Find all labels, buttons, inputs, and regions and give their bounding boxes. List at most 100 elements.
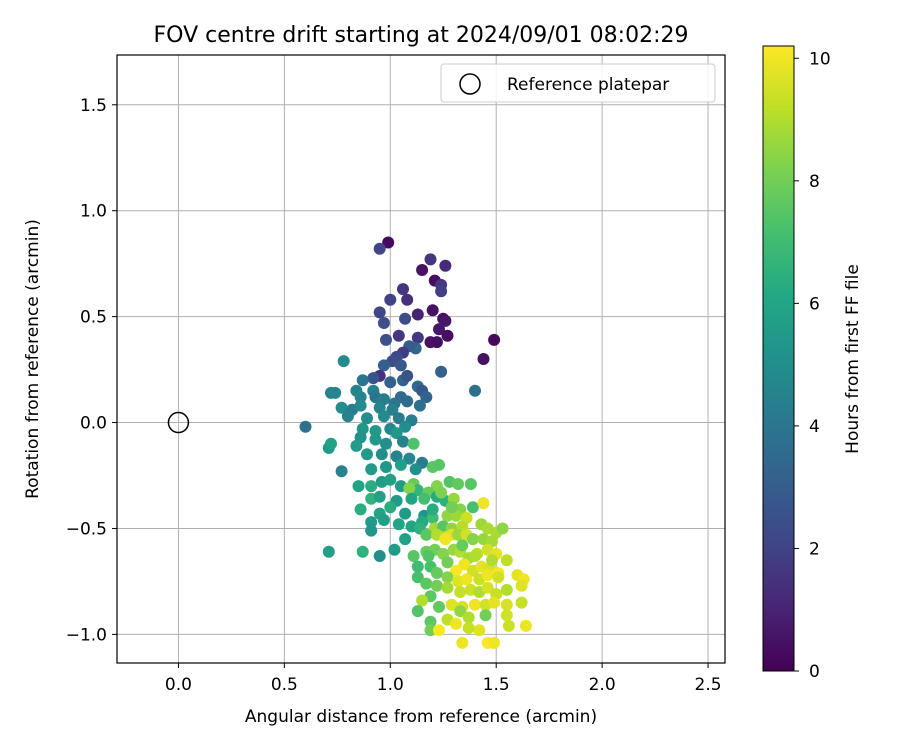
y-tick-label: 1.5 (80, 96, 107, 116)
data-point (341, 410, 354, 423)
data-point (500, 583, 513, 596)
grid-lines (117, 55, 725, 663)
colorbar-gradient (762, 45, 795, 672)
data-point (361, 412, 373, 425)
data-point (365, 480, 378, 493)
data-point (481, 581, 494, 594)
data-point (365, 463, 378, 476)
data-point (433, 624, 445, 637)
data-point (469, 598, 481, 611)
data-point (454, 586, 467, 598)
data-point (399, 533, 412, 546)
x-tick-label: 0.5 (271, 675, 298, 695)
data-point (450, 617, 462, 630)
data-point (392, 412, 405, 425)
data-point (382, 236, 395, 249)
data-point (397, 283, 409, 296)
data-point (473, 624, 486, 637)
data-point (392, 518, 405, 531)
data-point (416, 264, 429, 276)
data-point (384, 293, 397, 306)
data-point (401, 369, 414, 382)
data-point (373, 242, 386, 255)
data-point (407, 437, 420, 450)
data-point (418, 492, 431, 505)
data-point (435, 285, 448, 298)
data-point (354, 399, 367, 412)
data-point (365, 524, 378, 537)
data-point (435, 365, 448, 378)
data-point (350, 439, 363, 452)
data-point (452, 528, 465, 541)
reference-marker-layer (167, 411, 190, 434)
data-point (433, 458, 445, 471)
data-point (380, 461, 392, 473)
data-point (325, 437, 337, 450)
y-axis-ticks: −1.0 −0.5 0.0 0.5 1.0 1.5 (66, 96, 117, 645)
data-point (361, 448, 373, 461)
data-point (329, 386, 342, 399)
data-point (488, 636, 501, 649)
data-point (500, 598, 513, 611)
colorbar-tick-label: 6 (809, 294, 820, 314)
data-points (299, 236, 532, 649)
data-point (439, 259, 452, 272)
legend-label: Reference platepar (507, 75, 669, 95)
x-tick-label: 1.0 (377, 675, 404, 695)
x-tick-label: 0.0 (165, 675, 192, 695)
data-point (477, 353, 490, 365)
data-point (458, 558, 471, 571)
data-point (460, 573, 473, 586)
data-point (430, 579, 443, 592)
data-point (411, 605, 424, 618)
data-point (335, 401, 348, 414)
data-point (424, 624, 437, 637)
data-point (354, 391, 367, 404)
data-point (369, 425, 382, 437)
data-point (502, 619, 515, 632)
data-point (416, 594, 429, 607)
data-point (337, 355, 350, 368)
data-point (441, 581, 454, 594)
data-point (380, 333, 392, 346)
data-point (435, 486, 448, 499)
data-point (486, 554, 498, 567)
data-point (384, 501, 397, 514)
data-point (377, 359, 390, 372)
data-point (420, 391, 433, 404)
data-point (496, 522, 509, 535)
data-point (469, 384, 481, 397)
colorbar-tick-label: 8 (809, 172, 820, 192)
plot-frame (116, 54, 726, 664)
data-point (356, 545, 369, 558)
data-point (488, 333, 501, 346)
x-tick-label: 2.0 (589, 675, 616, 695)
data-point (430, 336, 443, 349)
colorbar: 0 2 4 6 8 10 Hours from first FF file (762, 45, 863, 682)
data-point (399, 420, 412, 433)
colorbar-tick-label: 2 (809, 539, 820, 559)
data-point (407, 550, 420, 562)
data-point (441, 571, 454, 584)
data-point (401, 395, 414, 408)
data-point (405, 492, 418, 505)
data-point (466, 533, 479, 546)
data-point (445, 501, 458, 514)
data-point (462, 611, 475, 624)
data-point (335, 465, 348, 478)
reference-platepar-marker (167, 411, 190, 434)
data-point (452, 478, 465, 490)
x-axis-label: Angular distance from reference (arcmin) (245, 707, 597, 727)
data-point (433, 600, 445, 613)
data-point (454, 605, 467, 618)
chart-title: FOV centre drift starting at 2024/09/01 … (154, 23, 689, 48)
data-point (369, 433, 382, 446)
y-tick-label: −0.5 (66, 519, 107, 539)
legend: Reference platepar (440, 63, 716, 103)
data-point (500, 554, 513, 567)
data-point (433, 323, 445, 336)
data-point (519, 619, 532, 632)
y-tick-label: 0.5 (80, 308, 107, 328)
data-point (430, 567, 443, 579)
legend-open-circle-icon (459, 73, 481, 95)
